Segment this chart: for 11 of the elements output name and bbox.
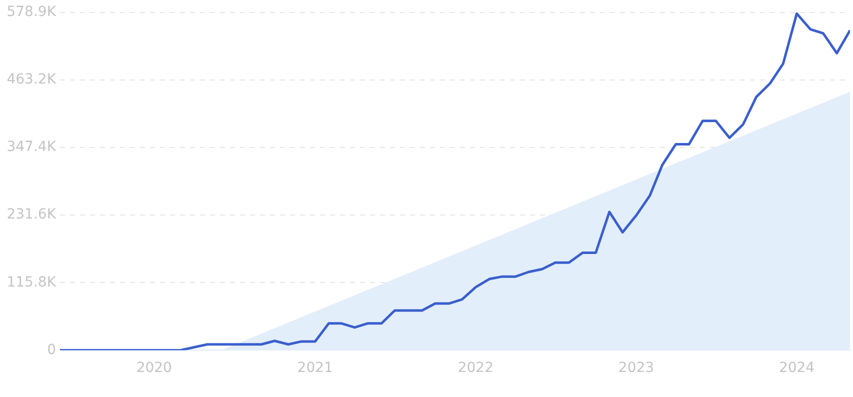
x-tick-label: 2024 (778, 360, 815, 376)
y-tick-label: 115.8K (6, 274, 57, 290)
x-tick-label: 2021 (297, 360, 333, 376)
x-tick-label: 2020 (136, 360, 172, 376)
x-tick-label: 2023 (618, 360, 654, 376)
y-tick-label: 578.9K (6, 4, 57, 20)
y-tick-label: 347.4K (6, 139, 57, 156)
x-tick-label: 2022 (458, 360, 494, 376)
y-tick-label: 463.2K (6, 72, 57, 88)
y-tick-label: 0 (47, 342, 56, 358)
y-tick-label: 231.6K (6, 206, 57, 223)
